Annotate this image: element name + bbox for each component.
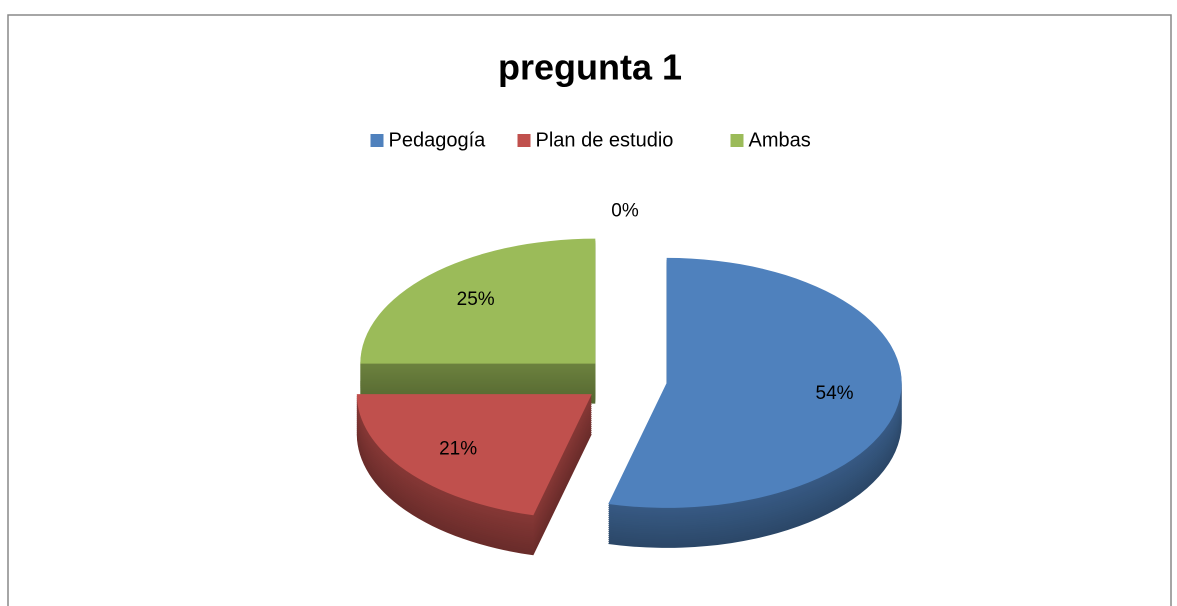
legend-swatch [370,134,384,147]
pie-slice [608,257,902,548]
legend-label: Ambas [749,129,811,151]
pie-slice [356,394,592,556]
slice-top [360,238,596,364]
legend-swatch [730,134,744,147]
legend-label: Pedagogía [389,129,487,151]
data-label: 21% [439,438,477,459]
slice-top [608,257,902,508]
data-label: 25% [457,289,495,310]
legend-swatch [517,134,531,147]
chart-title: pregunta 1 [498,47,682,88]
slice-top [356,394,592,516]
data-label: 54% [816,383,854,404]
data-label: 0% [611,200,639,221]
legend-label: Plan de estudio [536,129,674,151]
pie-slice [360,238,596,404]
